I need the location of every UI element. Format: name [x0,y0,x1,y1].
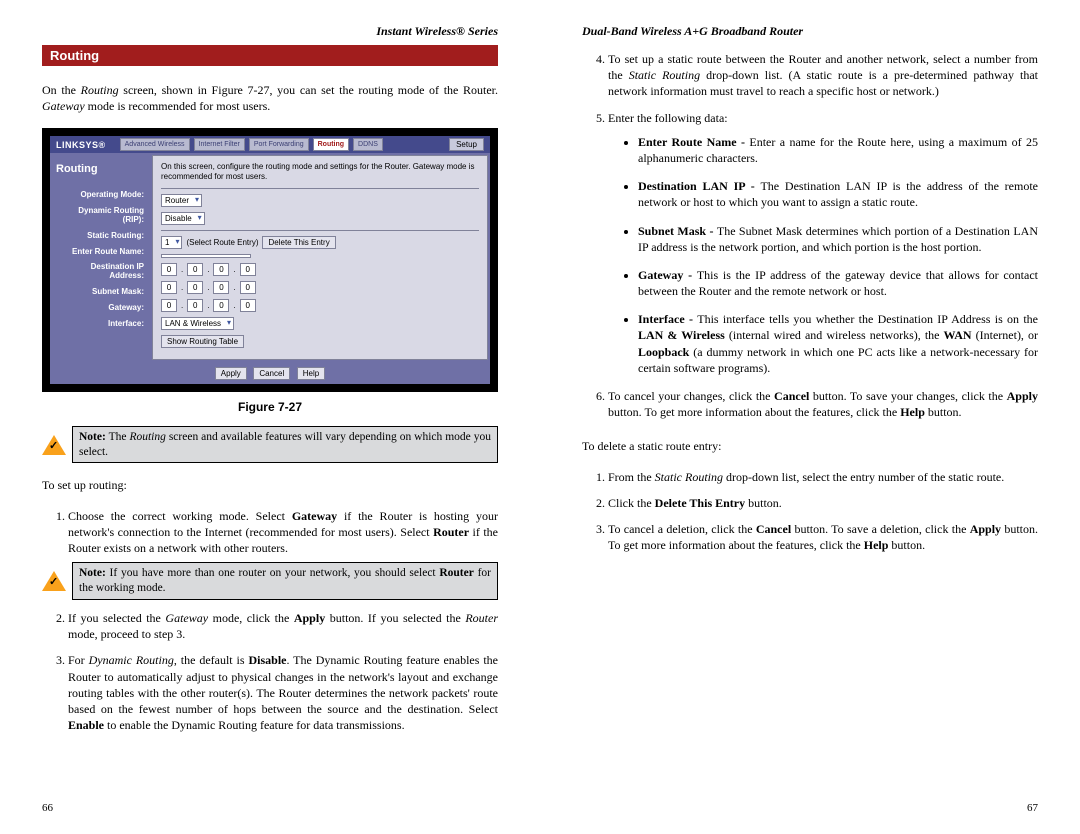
screenshot-form: On this screen, configure the routing mo… [152,155,488,359]
step-2: If you selected the Gateway mode, click … [68,610,498,642]
warning-icon [42,426,66,464]
tab-ddns[interactable]: DDNS [353,138,383,151]
tab-routing[interactable]: Routing [313,138,349,151]
setup-button[interactable]: Setup [449,138,484,151]
lbl-dyn: Dynamic Routing (RIP): [56,207,144,225]
section-heading: Routing [42,45,498,66]
note-1: Note: The Routing screen and available f… [42,426,498,464]
lbl-routename: Enter Route Name: [56,248,144,257]
bullet-subnet: Subnet Mask - The Subnet Mask determines… [638,223,1038,255]
lbl-static: Static Routing: [56,232,144,241]
lbl-interface: Interface: [56,320,144,329]
brand-logo: LINKSYS® [56,140,106,150]
running-head-left: Instant Wireless® Series [42,24,498,39]
gateway-row: 0. 0. 0. 0 [161,299,479,312]
screenshot-sidebar: Routing Operating Mode: Dynamic Routing … [50,153,150,361]
step-3: For Dynamic Routing, the default is Disa… [68,652,498,733]
apply-button[interactable]: Apply [215,367,247,380]
right-page: Dual-Band Wireless A+G Broadband Router … [540,0,1080,834]
note-2-text: Note: If you have more than one router o… [72,562,498,600]
step-6: To cancel your changes, click the Cancel… [608,388,1038,420]
intro-paragraph: On the Routing screen, shown in Figure 7… [42,82,498,114]
interface-select[interactable]: LAN & Wireless [161,317,234,330]
setup-steps: Choose the correct working mode. Select … [42,508,498,744]
panel-title: Routing [56,163,144,175]
screenshot-bottom-buttons: Apply Cancel Help [50,362,490,384]
step-4: To set up a static route between the Rou… [608,51,1038,100]
bullet-dest: Destination LAN IP - The Destination LAN… [638,178,1038,210]
dstep-2: Click the Delete This Entry button. [608,495,1038,511]
figure-caption: Figure 7-27 [42,400,498,414]
dyn-select[interactable]: Disable [161,212,205,225]
bullet-routename: Enter Route Name - Enter a name for the … [638,134,1038,166]
cancel-button[interactable]: Cancel [253,367,290,380]
warning-icon [42,562,66,600]
page-number-left: 66 [42,802,498,814]
lbl-subnet: Subnet Mask: [56,288,144,297]
tab-port[interactable]: Port Forwarding [249,138,309,151]
screenshot-topbar: LINKSYS® Advanced Wireless Internet Filt… [50,136,490,153]
bullet-gateway: Gateway - This is the IP address of the … [638,267,1038,299]
delete-heading: To delete a static route entry: [582,438,1038,454]
lbl-gateway: Gateway: [56,304,144,313]
routename-input[interactable] [161,254,251,258]
help-text: On this screen, configure the routing mo… [161,162,479,181]
lbl-opmode: Operating Mode: [56,191,144,200]
opmode-select[interactable]: Router [161,194,202,207]
delete-steps: From the Static Routing drop-down list, … [582,469,1038,564]
note-1-text: Note: The Routing screen and available f… [72,426,498,464]
delete-entry-button[interactable]: Delete This Entry [262,236,335,249]
tab-advanced[interactable]: Advanced Wireless [120,138,190,151]
bullet-interface: Interface - This interface tells you whe… [638,311,1038,376]
subnet-row: 0. 0. 0. 0 [161,281,479,294]
steps-continued: To set up a static route between the Rou… [582,51,1038,430]
tab-filter[interactable]: Internet Filter [194,138,245,151]
lbl-dest: Destination IP Address: [56,263,144,281]
left-page: Instant Wireless® Series Routing On the … [0,0,540,834]
dstep-3: To cancel a deletion, click the Cancel b… [608,521,1038,553]
setup-lead: To set up routing: [42,477,498,493]
static-select[interactable]: 1 [161,236,182,249]
dest-ip-row: 0. 0. 0. 0 [161,263,479,276]
show-routing-table-button[interactable]: Show Routing Table [161,335,244,348]
help-button[interactable]: Help [297,367,325,380]
static-hint: (Select Route Entry) [186,238,258,247]
step-1: Choose the correct working mode. Select … [68,508,498,600]
router-screenshot: LINKSYS® Advanced Wireless Internet Filt… [42,128,498,391]
dstep-1: From the Static Routing drop-down list, … [608,469,1038,485]
running-head-right: Dual-Band Wireless A+G Broadband Router [582,24,1038,39]
step-5: Enter the following data: Enter Route Na… [608,110,1038,376]
page-number-right: 67 [582,802,1038,814]
